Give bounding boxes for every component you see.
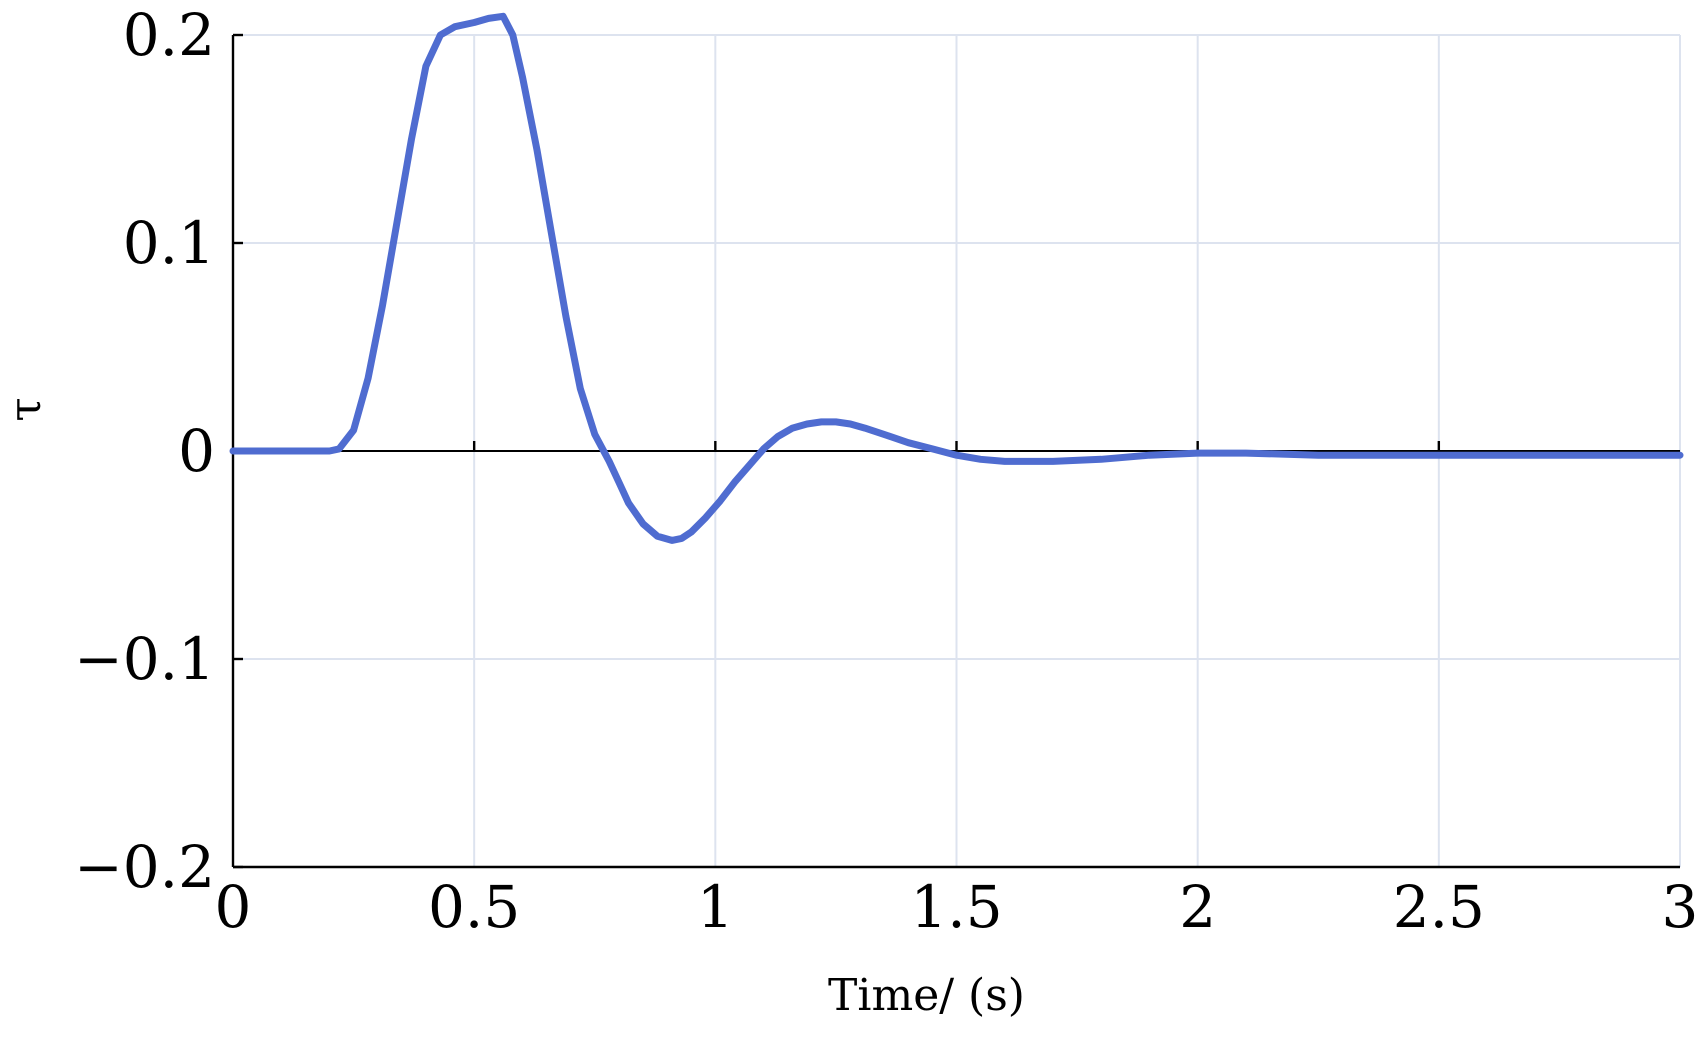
y-axis-ticks: −0.2 −0.1 0 0.1 0.2 bbox=[74, 1, 243, 901]
x-axis-ticks: 0 0.5 1 1.5 2 2.5 3 bbox=[215, 441, 1699, 941]
y-tick-label: 0.1 bbox=[123, 209, 215, 277]
x-tick-label: 2.5 bbox=[1393, 873, 1485, 941]
y-tick-label: −0.2 bbox=[74, 833, 215, 901]
x-tick-label: 1 bbox=[697, 873, 734, 941]
y-tick-label: 0.2 bbox=[123, 1, 215, 69]
y-tick-label: 0 bbox=[178, 417, 215, 485]
x-tick-label: 3 bbox=[1662, 873, 1699, 941]
x-tick-label: 0.5 bbox=[428, 873, 520, 941]
x-tick-label: 2 bbox=[1179, 873, 1216, 941]
series-group bbox=[229, 12, 1684, 544]
series-line bbox=[229, 12, 1684, 544]
x-tick-label: 1.5 bbox=[910, 873, 1002, 941]
y-axis-title: τ bbox=[0, 397, 51, 421]
x-tick-label: 0 bbox=[215, 873, 252, 941]
y-tick-label: −0.1 bbox=[74, 625, 215, 693]
x-axis-title: Time/ (s) bbox=[828, 970, 1025, 1021]
